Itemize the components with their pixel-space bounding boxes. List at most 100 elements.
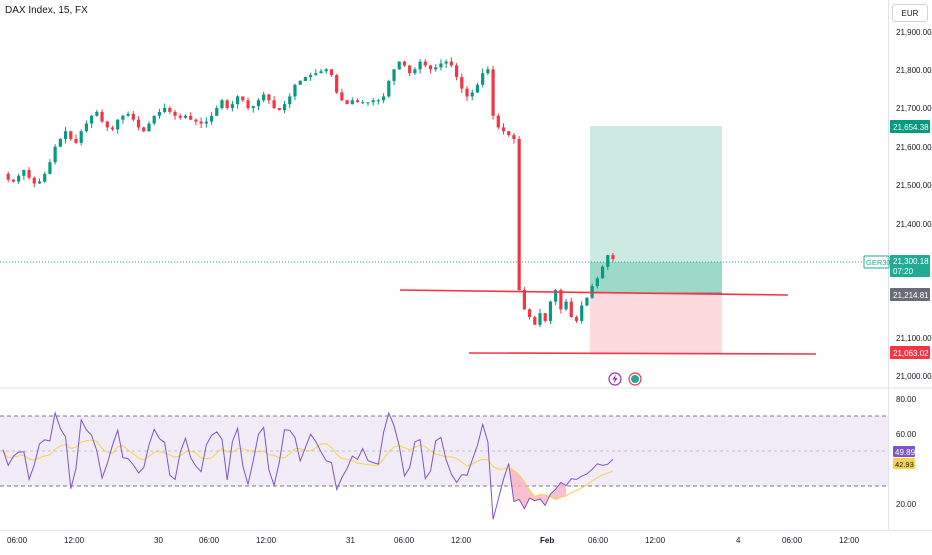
candle-body[interactable] bbox=[324, 69, 328, 72]
candle-body[interactable] bbox=[527, 309, 532, 318]
candle-body[interactable] bbox=[225, 100, 229, 109]
stop-loss-zone[interactable] bbox=[590, 293, 722, 354]
candle-body[interactable] bbox=[595, 278, 599, 287]
candle-body[interactable] bbox=[397, 61, 401, 70]
candle-body[interactable] bbox=[204, 121, 208, 124]
candle-body[interactable] bbox=[199, 121, 203, 124]
candle-body[interactable] bbox=[387, 80, 391, 97]
candle-body[interactable] bbox=[267, 94, 271, 101]
candle-body[interactable] bbox=[449, 61, 453, 66]
candle-body[interactable] bbox=[48, 162, 52, 174]
candle-body[interactable] bbox=[53, 146, 57, 163]
candle-body[interactable] bbox=[303, 77, 307, 81]
candle-body[interactable] bbox=[345, 100, 349, 105]
candle-body[interactable] bbox=[460, 77, 464, 89]
candle-body[interactable] bbox=[569, 301, 573, 318]
candle-body[interactable] bbox=[194, 119, 198, 122]
candle-body[interactable] bbox=[335, 75, 339, 93]
candle-body[interactable] bbox=[585, 297, 589, 306]
candle-body[interactable] bbox=[355, 100, 360, 103]
candle-body[interactable] bbox=[381, 96, 386, 101]
candle-body[interactable] bbox=[136, 119, 141, 128]
candle-body[interactable] bbox=[262, 94, 266, 101]
candle-body[interactable] bbox=[392, 69, 396, 81]
rsi-line[interactable] bbox=[2, 410, 614, 520]
candle-body[interactable] bbox=[361, 102, 365, 104]
candle-body[interactable] bbox=[22, 169, 26, 176]
candle-body[interactable] bbox=[100, 111, 104, 122]
candle-body[interactable] bbox=[611, 255, 615, 259]
candle-body[interactable] bbox=[554, 289, 558, 302]
candle-body[interactable] bbox=[454, 65, 459, 78]
candle-body[interactable] bbox=[126, 113, 130, 116]
currency-selector[interactable]: EUR bbox=[892, 4, 928, 22]
candle-body[interactable] bbox=[90, 115, 94, 124]
candle-body[interactable] bbox=[496, 115, 500, 128]
candle-body[interactable] bbox=[319, 71, 323, 74]
candle-body[interactable] bbox=[517, 139, 521, 290]
candle-body[interactable] bbox=[116, 119, 120, 130]
symbol-title[interactable]: DAX Index, 15, FX bbox=[5, 5, 88, 16]
candle-body[interactable] bbox=[470, 92, 474, 97]
candle-body[interactable] bbox=[298, 80, 302, 85]
candle-body[interactable] bbox=[606, 255, 610, 267]
candle-body[interactable] bbox=[37, 181, 42, 184]
candle-body[interactable] bbox=[246, 100, 250, 109]
candle-body[interactable] bbox=[481, 73, 485, 85]
candle-body[interactable] bbox=[439, 63, 443, 68]
candle-body[interactable] bbox=[371, 100, 375, 103]
candle-body[interactable] bbox=[95, 111, 99, 116]
rsi-axis[interactable]: 80.00 60.00 20.00 bbox=[896, 395, 917, 509]
candle-body[interactable] bbox=[340, 92, 344, 101]
candle-body[interactable] bbox=[564, 301, 568, 310]
candle-body[interactable] bbox=[413, 69, 417, 74]
candle-body[interactable] bbox=[491, 69, 495, 116]
candle-body[interactable] bbox=[58, 139, 62, 147]
candle-body[interactable] bbox=[230, 104, 235, 109]
candle-body[interactable] bbox=[507, 131, 511, 136]
candle-body[interactable] bbox=[543, 313, 547, 321]
candle-body[interactable] bbox=[178, 115, 182, 118]
lightning-event-icon[interactable] bbox=[608, 372, 622, 386]
candle-body[interactable] bbox=[131, 113, 135, 120]
trend-line-entry[interactable] bbox=[399, 289, 789, 296]
candle-body[interactable] bbox=[533, 317, 537, 325]
candle-body[interactable] bbox=[142, 127, 146, 132]
candle-body[interactable] bbox=[444, 61, 448, 64]
candle-body[interactable] bbox=[69, 131, 73, 139]
candle-body[interactable] bbox=[548, 301, 553, 321]
candle-body[interactable] bbox=[376, 100, 380, 102]
candle-body[interactable] bbox=[465, 88, 469, 97]
candle-body[interactable] bbox=[423, 61, 427, 66]
candle-body[interactable] bbox=[522, 289, 526, 310]
candle-body[interactable] bbox=[241, 96, 245, 101]
candle-body[interactable] bbox=[293, 84, 297, 97]
candle-body[interactable] bbox=[215, 108, 219, 116]
candle-body[interactable] bbox=[147, 123, 151, 132]
price-axis[interactable]: 21,900.00 21,800.00 21,700.00 21,600.00 … bbox=[896, 28, 932, 381]
candle-body[interactable] bbox=[84, 123, 89, 132]
candle-body[interactable] bbox=[512, 135, 516, 139]
candle-body[interactable] bbox=[6, 173, 10, 180]
candle-body[interactable] bbox=[27, 169, 31, 178]
candle-body[interactable] bbox=[574, 317, 579, 321]
candle-body[interactable] bbox=[110, 127, 115, 130]
candle-body[interactable] bbox=[428, 65, 433, 70]
candle-body[interactable] bbox=[157, 111, 162, 116]
candle-body[interactable] bbox=[366, 102, 370, 104]
candle-body[interactable] bbox=[236, 96, 240, 105]
candle-body[interactable] bbox=[288, 96, 292, 105]
dividend-event-icon[interactable] bbox=[628, 372, 642, 386]
candle-body[interactable] bbox=[350, 100, 354, 105]
candle-body[interactable] bbox=[314, 73, 318, 76]
candle-body[interactable] bbox=[163, 108, 167, 112]
candle-body[interactable] bbox=[329, 69, 334, 76]
candle-body[interactable] bbox=[251, 106, 255, 109]
candle-body[interactable] bbox=[434, 67, 438, 70]
candle-body[interactable] bbox=[11, 179, 16, 182]
candle-body[interactable] bbox=[277, 108, 281, 110]
candle-body[interactable] bbox=[309, 75, 313, 78]
candle-body[interactable] bbox=[580, 305, 584, 321]
candle-body[interactable] bbox=[152, 115, 156, 124]
candle-body[interactable] bbox=[79, 131, 83, 143]
